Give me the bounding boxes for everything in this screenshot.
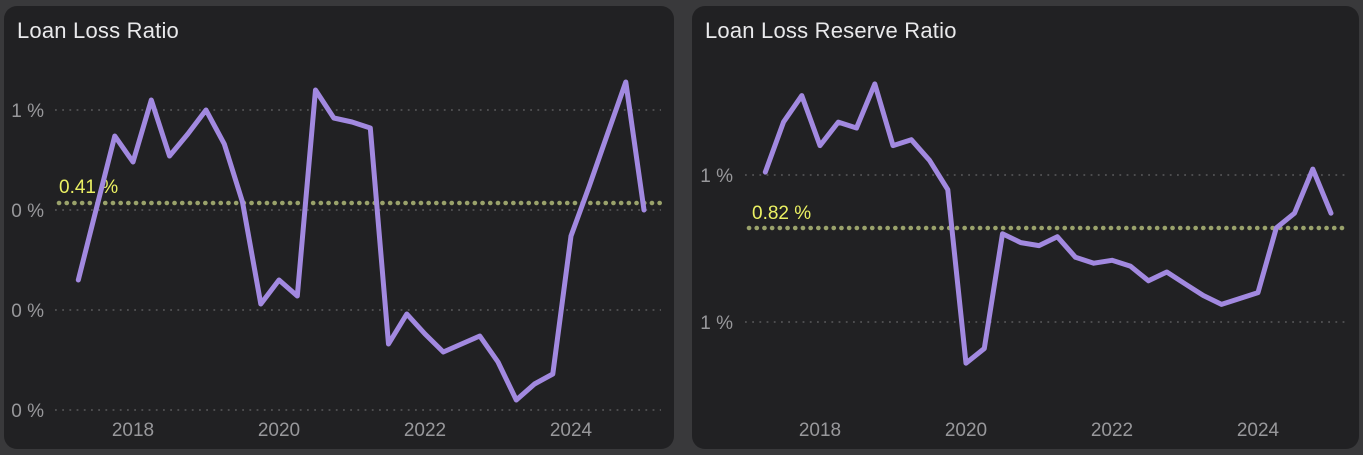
loan-loss-reserve-ratio-panel: Loan Loss Reserve Ratio — [692, 6, 1359, 449]
loan-loss-ratio-title: Loan Loss Ratio — [17, 18, 179, 43]
loan-loss-reserve-ratio-title: Loan Loss Reserve Ratio — [705, 18, 957, 43]
loan-loss-ratio-panel: Loan Loss Ratio — [4, 6, 674, 449]
